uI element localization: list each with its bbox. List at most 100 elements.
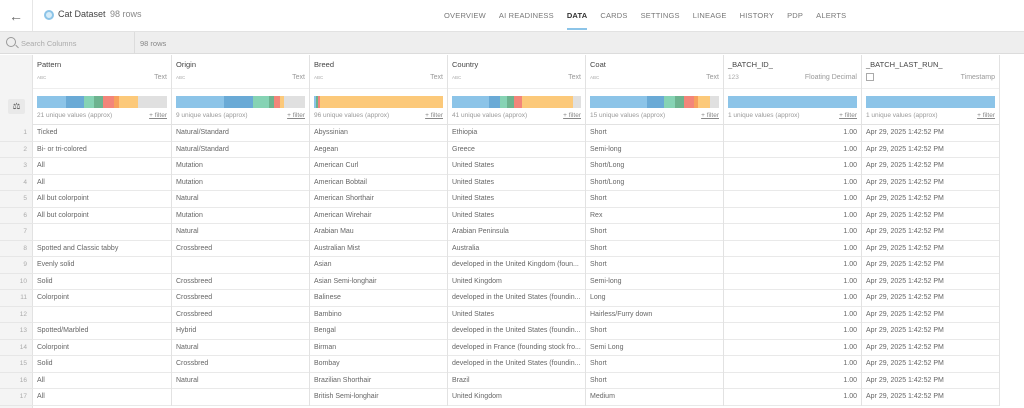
- table-cell[interactable]: All: [33, 175, 171, 191]
- table-cell[interactable]: United States: [448, 208, 585, 224]
- add-filter-link[interactable]: + filter: [977, 112, 995, 119]
- tab-settings[interactable]: SETTINGS: [640, 11, 680, 20]
- table-cell[interactable]: 1.00: [724, 389, 861, 406]
- table-cell[interactable]: Semi-long: [586, 274, 723, 290]
- table-cell[interactable]: Apr 29, 2025 1:42:52 PM: [862, 224, 999, 241]
- column-header[interactable]: Coat ABC Text 15 unique values (approx) …: [586, 55, 723, 125]
- table-cell[interactable]: Arabian Mau: [310, 224, 447, 241]
- table-cell[interactable]: Short: [586, 241, 723, 257]
- tab-data[interactable]: DATA: [566, 0, 588, 31]
- table-cell[interactable]: Australia: [448, 241, 585, 257]
- table-cell[interactable]: Evenly solid: [33, 257, 171, 274]
- table-cell[interactable]: 1.00: [724, 125, 861, 142]
- table-cell[interactable]: Mutation: [172, 158, 309, 175]
- table-cell[interactable]: 1.00: [724, 241, 861, 257]
- table-cell[interactable]: Australian Mist: [310, 241, 447, 257]
- tab-alerts[interactable]: ALERTS: [816, 11, 847, 20]
- tab-pdp[interactable]: PDP: [787, 11, 804, 20]
- histogram-segment[interactable]: [452, 96, 490, 108]
- table-cell[interactable]: [172, 257, 309, 274]
- histogram-segment[interactable]: [118, 96, 139, 108]
- column-name[interactable]: _BATCH_LAST_RUN_: [866, 60, 943, 69]
- table-cell[interactable]: Solid: [33, 274, 171, 290]
- histogram-segment[interactable]: [694, 96, 699, 108]
- histogram-segment[interactable]: [663, 96, 676, 108]
- table-cell[interactable]: Natural/Standard: [172, 142, 309, 158]
- table-cell[interactable]: developed in the United States (foundin.…: [448, 323, 585, 340]
- table-cell[interactable]: 1.00: [724, 274, 861, 290]
- table-cell[interactable]: Short: [586, 356, 723, 373]
- table-cell[interactable]: Bombay: [310, 356, 447, 373]
- column-header[interactable]: Country ABC Text 41 unique values (appro…: [448, 55, 585, 125]
- search-columns-input[interactable]: [21, 36, 131, 50]
- histogram-segment[interactable]: [675, 96, 685, 108]
- table-cell[interactable]: Short/Long: [586, 175, 723, 191]
- table-cell[interactable]: Apr 29, 2025 1:42:52 PM: [862, 307, 999, 323]
- table-cell[interactable]: Apr 29, 2025 1:42:52 PM: [862, 340, 999, 356]
- value-histogram[interactable]: [176, 96, 305, 108]
- table-cell[interactable]: Brazilian Shorthair: [310, 373, 447, 389]
- table-cell[interactable]: Natural/Standard: [172, 125, 309, 142]
- table-cell[interactable]: Bengal: [310, 323, 447, 340]
- table-cell[interactable]: Apr 29, 2025 1:42:52 PM: [862, 241, 999, 257]
- column-header[interactable]: Origin ABC Text 9 unique values (approx)…: [172, 55, 309, 125]
- table-cell[interactable]: Natural: [172, 340, 309, 356]
- table-cell[interactable]: Natural: [172, 224, 309, 241]
- column-name[interactable]: Coat: [590, 60, 606, 69]
- table-cell[interactable]: Brazil: [448, 373, 585, 389]
- tab-lineage[interactable]: LINEAGE: [692, 11, 727, 20]
- histogram-segment[interactable]: [113, 96, 119, 108]
- table-cell[interactable]: developed in the United Kingdom (foun...: [448, 257, 585, 274]
- add-filter-link[interactable]: + filter: [149, 112, 167, 119]
- histogram-segment[interactable]: [319, 96, 443, 108]
- histogram-segment[interactable]: [314, 96, 316, 108]
- table-cell[interactable]: developed in France (founding stock fro.…: [448, 340, 585, 356]
- table-cell[interactable]: Short: [586, 224, 723, 241]
- column-name[interactable]: _BATCH_ID_: [728, 60, 773, 69]
- value-histogram[interactable]: [590, 96, 719, 108]
- table-cell[interactable]: 1.00: [724, 191, 861, 208]
- histogram-segment[interactable]: [866, 96, 995, 108]
- table-cell[interactable]: Short: [586, 125, 723, 142]
- table-cell[interactable]: 1.00: [724, 323, 861, 340]
- table-cell[interactable]: Medium: [586, 389, 723, 406]
- add-filter-link[interactable]: + filter: [287, 112, 305, 119]
- histogram-segment[interactable]: [94, 96, 104, 108]
- histogram-segment[interactable]: [590, 96, 647, 108]
- table-cell[interactable]: United States: [448, 191, 585, 208]
- column-name[interactable]: Country: [452, 60, 479, 69]
- table-cell[interactable]: Greece: [448, 142, 585, 158]
- histogram-segment[interactable]: [274, 96, 281, 108]
- table-cell[interactable]: Short: [586, 323, 723, 340]
- tab-history[interactable]: HISTORY: [739, 11, 775, 20]
- table-cell[interactable]: Apr 29, 2025 1:42:52 PM: [862, 257, 999, 274]
- histogram-segment[interactable]: [513, 96, 522, 108]
- table-cell[interactable]: Asian Semi-longhair: [310, 274, 447, 290]
- value-histogram[interactable]: [728, 96, 857, 108]
- table-cell[interactable]: Apr 29, 2025 1:42:52 PM: [862, 274, 999, 290]
- column-name[interactable]: Breed: [314, 60, 335, 69]
- add-filter-link[interactable]: + filter: [839, 112, 857, 119]
- histogram-segment[interactable]: [698, 96, 710, 108]
- table-cell[interactable]: Natural: [172, 373, 309, 389]
- histogram-segment[interactable]: [507, 96, 514, 108]
- table-cell[interactable]: Short: [586, 257, 723, 274]
- table-cell[interactable]: Solid: [33, 356, 171, 373]
- table-cell[interactable]: All: [33, 373, 171, 389]
- table-cell[interactable]: Hybrid: [172, 323, 309, 340]
- histogram-segment[interactable]: [65, 96, 84, 108]
- table-cell[interactable]: Apr 29, 2025 1:42:52 PM: [862, 208, 999, 224]
- histogram-segment[interactable]: [83, 96, 95, 108]
- table-cell[interactable]: Crossbreed: [172, 241, 309, 257]
- histogram-segment[interactable]: [317, 96, 320, 108]
- table-cell[interactable]: 1.00: [724, 158, 861, 175]
- table-cell[interactable]: Birman: [310, 340, 447, 356]
- table-cell[interactable]: Apr 29, 2025 1:42:52 PM: [862, 323, 999, 340]
- histogram-segment[interactable]: [499, 96, 508, 108]
- table-cell[interactable]: Apr 29, 2025 1:42:52 PM: [862, 356, 999, 373]
- histogram-segment[interactable]: [728, 96, 857, 108]
- histogram-segment[interactable]: [223, 96, 254, 108]
- table-cell[interactable]: 1.00: [724, 142, 861, 158]
- table-cell[interactable]: Apr 29, 2025 1:42:52 PM: [862, 175, 999, 191]
- table-cell[interactable]: [172, 389, 309, 406]
